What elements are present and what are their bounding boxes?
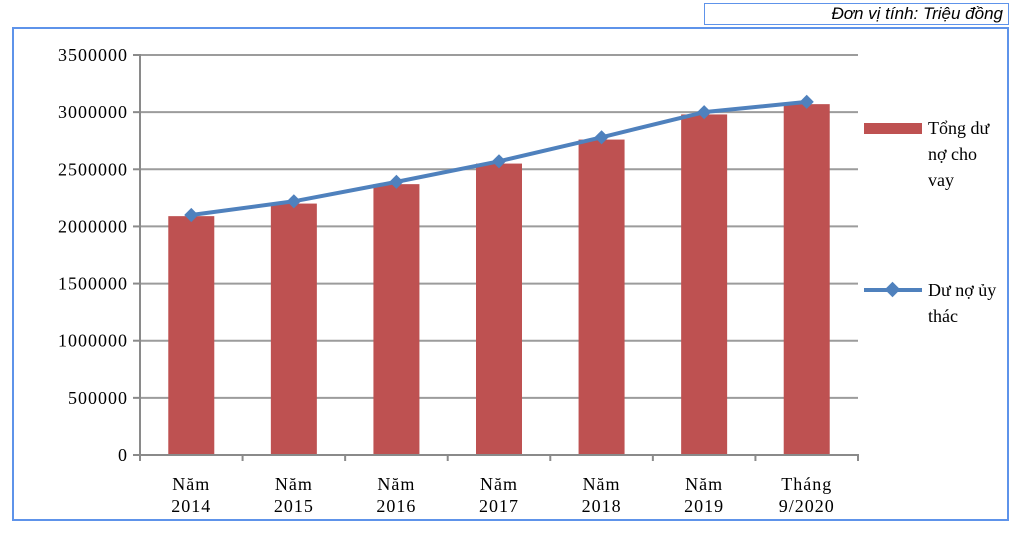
line-marker	[697, 105, 712, 120]
y-axis-tick-label: 2500000	[58, 159, 128, 179]
x-axis-tick-label: Tháng	[781, 474, 832, 494]
unit-label-box: Đơn vị tính: Triệu đồng	[704, 3, 1009, 25]
x-axis-tick-label: Năm	[583, 474, 621, 494]
bar	[270, 203, 317, 455]
line-swatch-diamond-marker	[884, 281, 901, 298]
y-axis-tick-label: 1500000	[58, 274, 128, 294]
bar	[373, 184, 420, 455]
combo-chart-plot: 3500000 3000000 2500000 2000000 1500000 10000…	[58, 45, 859, 516]
legend: Tổng dư nợ cho vay Dư nợ ủy thác	[864, 115, 1006, 329]
y-axis-tick-label: 0	[118, 445, 128, 465]
chart-container: 3500000 3000000 2500000 2000000 1500000 10000…	[12, 27, 1009, 521]
bar	[578, 139, 625, 456]
y-axis-tick-label: 500000	[68, 388, 128, 408]
line-marker	[491, 154, 507, 169]
unit-label: Đơn vị tính: Triệu đồng	[831, 4, 1003, 23]
x-axis-tick-label: 2019	[684, 496, 724, 516]
x-axis-tick-label: Năm	[377, 474, 415, 494]
y-axis-tick-label: 3000000	[58, 102, 128, 122]
y-axis-tick-label: 1000000	[58, 331, 128, 351]
legend-item-line-series: Dư nợ ủy thác	[864, 277, 1006, 329]
x-axis-tick-label: 2016	[376, 496, 416, 516]
y-axis-tick-label: 3500000	[58, 45, 128, 65]
line-marker	[389, 174, 404, 189]
line-series-swatch	[864, 281, 922, 300]
x-axis-tick-label: 2015	[274, 496, 314, 516]
bar-series-label: Tổng dư nợ cho vay	[928, 118, 990, 190]
bar	[476, 163, 522, 456]
bar	[681, 114, 728, 455]
line-series-label: Dư nợ ủy thác	[928, 280, 997, 326]
line-marker	[799, 94, 814, 109]
x-axis-tick-label: Năm	[685, 474, 723, 494]
x-axis-tick-label: 2018	[582, 496, 622, 516]
x-axis-tick-label: 2017	[479, 496, 519, 516]
bar-series-swatch	[864, 123, 922, 134]
x-axis-tick-label: Năm	[275, 474, 313, 494]
bar	[168, 216, 215, 455]
legend-item-bar-series: Tổng dư nợ cho vay	[864, 115, 1006, 193]
bar	[783, 104, 830, 456]
x-axis-tick-label: Năm	[480, 474, 518, 494]
x-axis-tick-label: Năm	[172, 474, 210, 494]
x-axis-tick-label: 2014	[171, 496, 211, 516]
line-marker	[594, 130, 609, 145]
line-marker	[286, 194, 301, 209]
y-axis-tick-label: 2000000	[58, 216, 128, 236]
x-axis-tick-label: 9/2020	[779, 496, 835, 516]
